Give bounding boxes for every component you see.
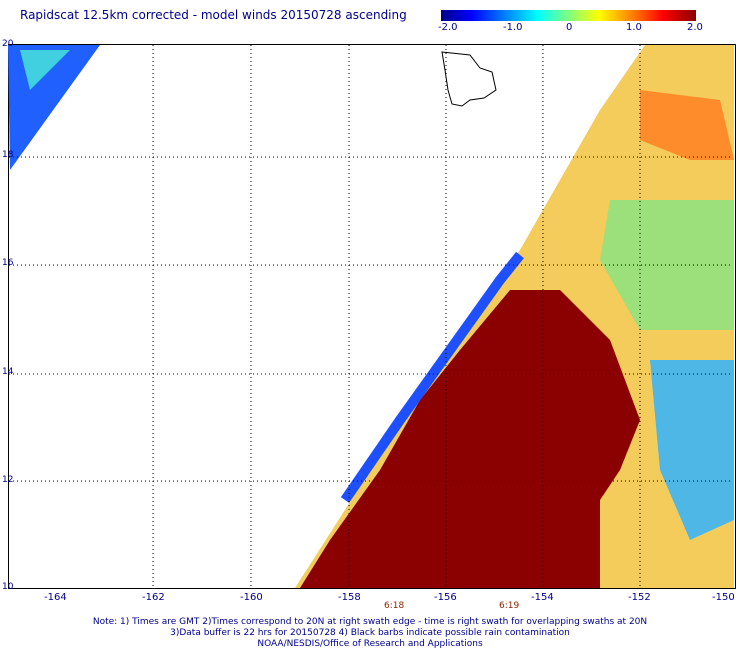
footnote-line-1: Note: 1) Times are GMT 2)Times correspon… (92, 617, 648, 627)
grid-lines (9, 45, 733, 587)
lon-label: -154 (531, 592, 554, 603)
map-title: Rapidscat 12.5km corrected - model winds… (20, 8, 407, 22)
color-scale-bar (441, 10, 696, 21)
storm-rain-region (300, 290, 640, 588)
swath-warm-region (640, 90, 734, 160)
footnote-line-3: NOAA/NESDIS/Office of Research and Appli… (257, 639, 483, 649)
lon-label: -156 (434, 592, 457, 603)
lat-label: 10 (2, 582, 14, 592)
swath-green-region (600, 200, 734, 330)
lon-label: -158 (338, 592, 361, 603)
lat-label: 12 (2, 475, 14, 485)
colorbar-tick: 0 (566, 22, 573, 33)
colorbar-tick: 1.0 (626, 22, 642, 33)
footnote-line-2: 3)Data buffer is 22 hrs for 20150728 4) … (170, 628, 570, 638)
lat-label: 20 (2, 39, 14, 49)
colorbar-tick: -2.0 (438, 22, 458, 33)
swath-time-label: 6:19 (499, 601, 520, 611)
lon-label: -150 (712, 592, 735, 603)
map-frame (8, 44, 736, 589)
swath-cool-region (650, 360, 734, 540)
colorbar-tick: -1.0 (503, 22, 523, 33)
lon-label: -152 (628, 592, 651, 603)
lon-label: -164 (44, 592, 67, 603)
colorbar-tick: 2.0 (687, 22, 703, 33)
corner-swath-cyan (20, 50, 70, 90)
swath-edge-low-values (340, 251, 524, 503)
hawaii-coastline (441, 51, 497, 107)
lat-label: 14 (2, 367, 14, 377)
lat-label: 16 (2, 258, 14, 268)
lon-label: -160 (240, 592, 263, 603)
swath-time-label: 6:18 (384, 601, 405, 611)
lon-label: -162 (142, 592, 165, 603)
lat-label: 18 (2, 150, 14, 160)
